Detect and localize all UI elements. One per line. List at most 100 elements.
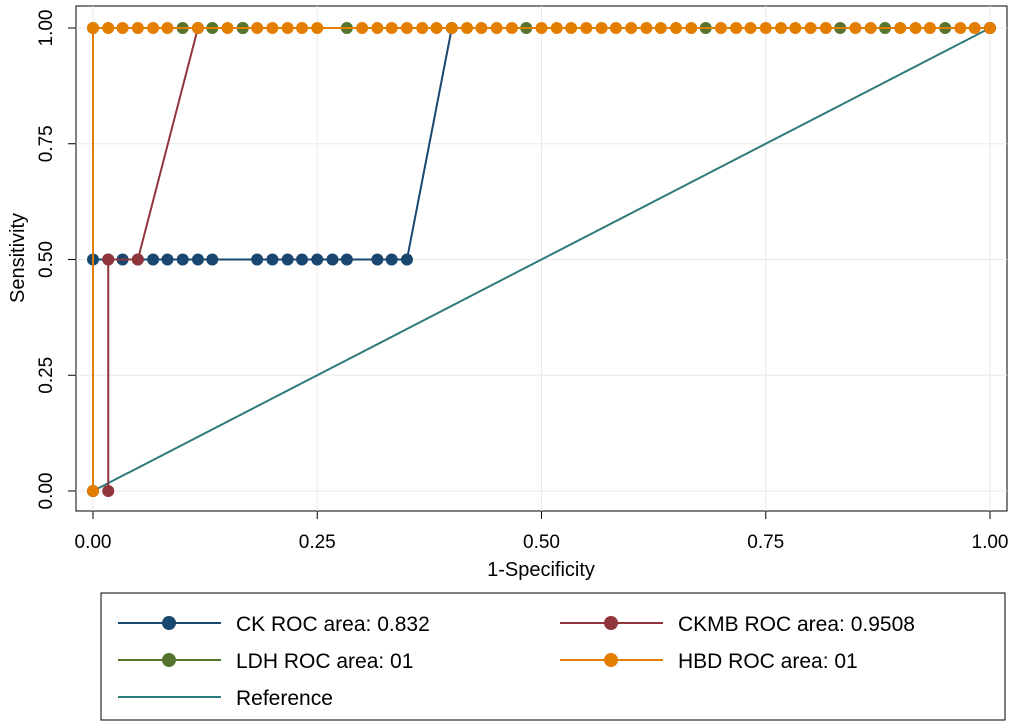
point-ck	[326, 253, 339, 266]
point-hbd	[625, 22, 638, 34]
point-hbd	[804, 22, 817, 34]
point-ck	[191, 253, 204, 266]
point-hbd	[87, 22, 99, 34]
point-ck	[400, 253, 413, 266]
point-hbd	[266, 22, 279, 34]
point-hbd	[849, 22, 862, 34]
point-hbd	[609, 22, 622, 34]
x-axis-title: 1-Specificity	[487, 559, 595, 581]
point-ck	[147, 253, 160, 266]
legend-label: Reference	[236, 687, 333, 710]
y-tick-label: 1.00	[36, 10, 57, 47]
y-tick-label: 0.00	[36, 473, 57, 510]
legend-label: HBD ROC area: 01	[678, 650, 858, 673]
legend-item-ckmb: CKMB ROC area: 0.9508	[560, 613, 915, 636]
point-ck	[251, 253, 264, 266]
point-hbd	[191, 22, 204, 34]
point-ck	[340, 253, 353, 266]
legend-swatch-marker	[604, 653, 618, 667]
point-hbd	[371, 22, 384, 34]
y-axis-title: Sensitivity	[7, 213, 29, 303]
point-hbd	[894, 22, 907, 34]
point-hbd	[490, 22, 503, 34]
point-hbd	[565, 22, 578, 34]
series-line-reference	[92, 27, 991, 492]
point-ck	[266, 253, 279, 266]
x-tick-label: 0.75	[747, 532, 784, 553]
point-hbd	[116, 22, 129, 34]
point-hbd	[87, 485, 99, 497]
point-ck	[371, 253, 384, 266]
point-hbd	[102, 22, 115, 34]
legend-item-reference: Reference	[118, 687, 333, 710]
point-hbd	[923, 22, 936, 34]
point-hbd	[356, 22, 369, 34]
point-hbd	[789, 22, 802, 34]
point-hbd	[580, 22, 593, 34]
point-ck	[311, 253, 324, 266]
legend-item-hbd: HBD ROC area: 01	[560, 650, 858, 673]
point-ck	[206, 253, 219, 266]
series-layer	[87, 22, 996, 497]
point-hbd	[654, 22, 667, 34]
point-hbd	[416, 22, 429, 34]
point-hbd	[595, 22, 608, 34]
point-hbd	[640, 22, 653, 34]
y-tick-label: 0.25	[36, 357, 57, 394]
point-hbd	[550, 22, 563, 34]
point-hbd	[670, 22, 683, 34]
point-hbd	[445, 22, 458, 34]
point-hbd	[984, 22, 996, 34]
legend-swatch-marker	[162, 653, 176, 667]
point-hbd	[864, 22, 877, 34]
series-reference	[92, 27, 991, 492]
point-hbd	[774, 22, 787, 34]
axes: 0.00 0.25 0.50 0.75 1.00 0.00 0.25 0.50 0.75 1.00	[36, 10, 1008, 553]
point-hbd	[251, 22, 264, 34]
legend-item-ck: CK ROC area: 0.832	[118, 613, 430, 636]
y-tick-label: 0.75	[36, 125, 57, 162]
point-hbd	[281, 22, 294, 34]
legend-label: CK ROC area: 0.832	[236, 613, 430, 636]
x-tick-label: 0.25	[299, 532, 336, 553]
point-hbd	[730, 22, 743, 34]
x-tick-label: 1.00	[972, 532, 1009, 553]
x-tick-label: 0.00	[75, 532, 112, 553]
point-ck	[385, 253, 398, 266]
point-hbd	[954, 22, 967, 34]
point-hbd	[968, 22, 981, 34]
point-ckmb	[102, 253, 115, 266]
point-hbd	[759, 22, 772, 34]
point-hbd	[819, 22, 832, 34]
x-tick-label: 0.50	[523, 532, 560, 553]
point-hbd	[385, 22, 398, 34]
series-hbd	[87, 22, 996, 497]
legend-swatch-marker	[162, 616, 176, 630]
point-hbd	[505, 22, 518, 34]
y-tick-label: 0.50	[36, 241, 57, 278]
point-hbd	[744, 22, 757, 34]
point-ck	[161, 253, 174, 266]
point-hbd	[685, 22, 698, 34]
legend-swatch-marker	[604, 616, 618, 630]
point-hbd	[475, 22, 488, 34]
point-ckmb	[102, 485, 115, 497]
legend-box	[100, 592, 1006, 721]
series-line-hbd	[92, 27, 990, 491]
legend-item-ldh: LDH ROC area: 01	[118, 650, 413, 673]
legend: CK ROC area: 0.832 CKMB ROC area: 0.9508 L…	[118, 613, 915, 710]
point-ck	[176, 253, 189, 266]
point-ck	[296, 253, 309, 266]
point-hbd	[296, 22, 309, 34]
point-hbd	[311, 22, 324, 34]
point-hbd	[461, 22, 474, 34]
point-hbd	[714, 22, 727, 34]
point-hbd	[161, 22, 174, 34]
point-hbd	[147, 22, 160, 34]
point-hbd	[909, 22, 922, 34]
point-ckmb	[131, 253, 144, 266]
point-hbd	[535, 22, 548, 34]
point-ck	[281, 253, 294, 266]
legend-label: LDH ROC area: 01	[236, 650, 413, 673]
